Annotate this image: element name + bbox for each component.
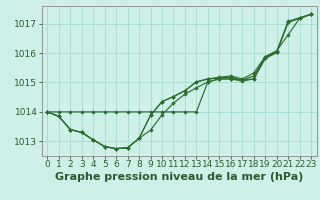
- X-axis label: Graphe pression niveau de la mer (hPa): Graphe pression niveau de la mer (hPa): [55, 172, 303, 182]
